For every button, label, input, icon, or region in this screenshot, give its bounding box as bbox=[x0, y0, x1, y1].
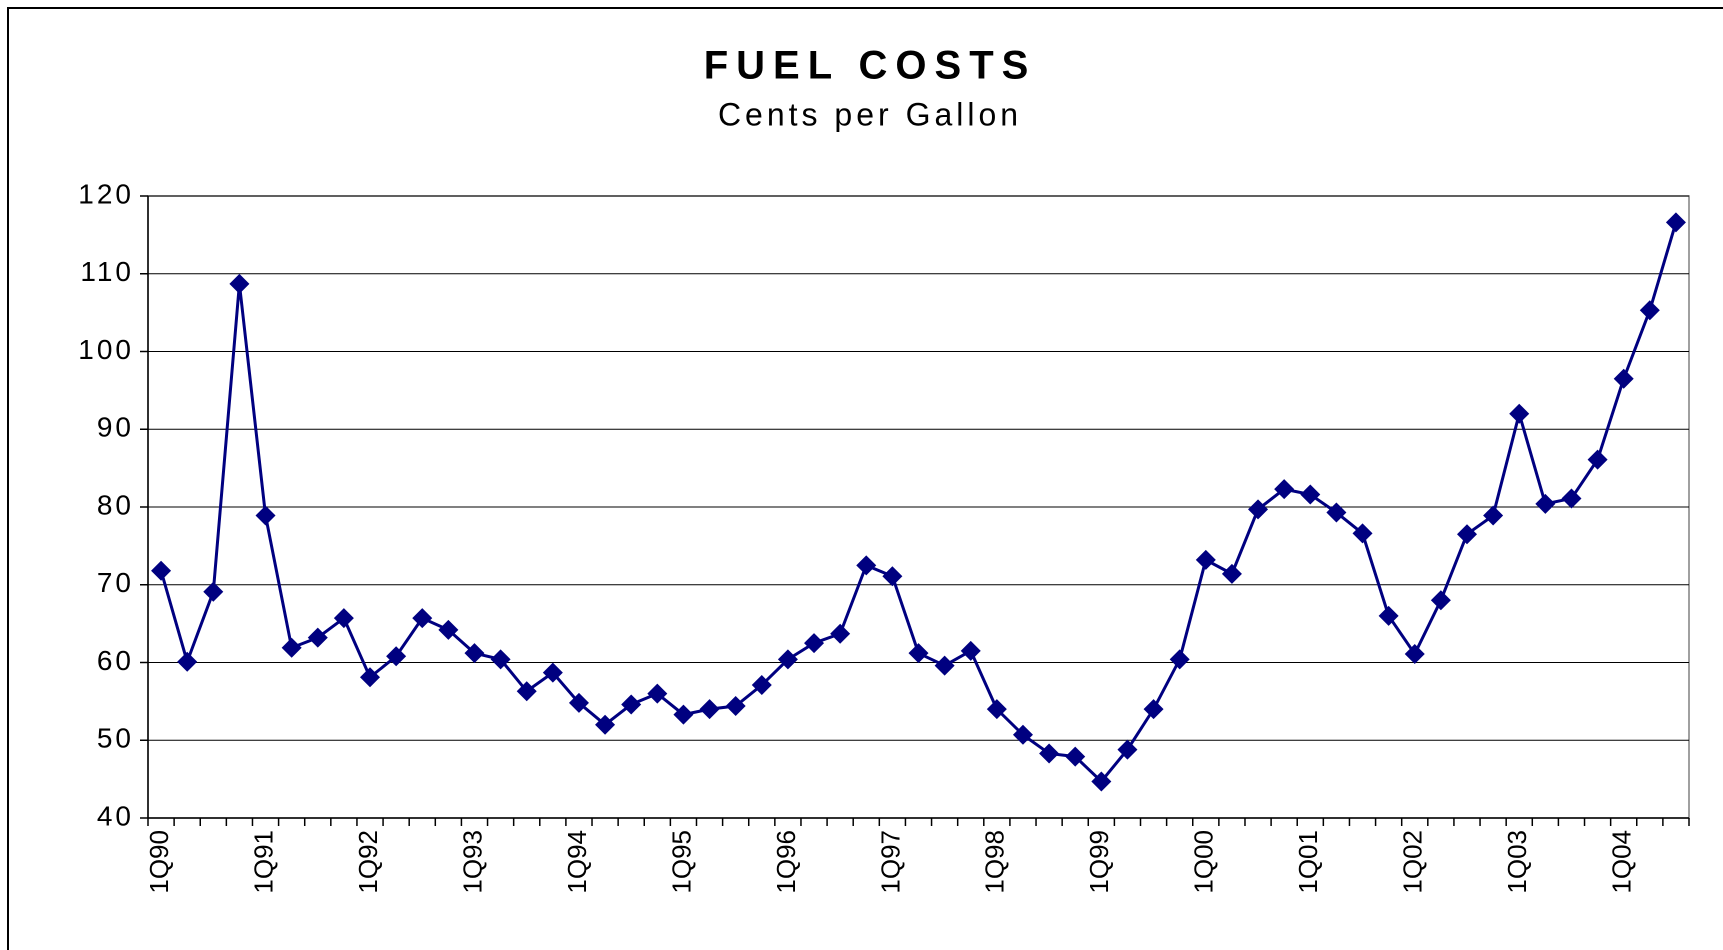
y-tick-label: 60 bbox=[97, 645, 134, 676]
data-point bbox=[1509, 403, 1530, 424]
data-point bbox=[1430, 590, 1451, 611]
data-point bbox=[1535, 493, 1556, 514]
y-tick-label: 70 bbox=[97, 567, 134, 598]
data-point bbox=[1483, 505, 1504, 526]
data-point bbox=[1665, 212, 1686, 233]
x-tick-label: 1Q92 bbox=[353, 830, 383, 894]
data-point bbox=[255, 505, 276, 526]
data-point bbox=[151, 560, 172, 581]
data-point bbox=[516, 681, 537, 702]
x-tick-label: 1Q94 bbox=[562, 830, 592, 894]
data-point bbox=[542, 662, 563, 683]
data-point bbox=[1639, 300, 1660, 321]
data-point bbox=[1248, 499, 1269, 520]
x-tick-label: 1Q95 bbox=[666, 830, 696, 894]
data-point bbox=[1039, 743, 1060, 764]
data-point bbox=[830, 623, 851, 644]
x-tick-label: 1Q01 bbox=[1293, 830, 1323, 894]
x-tick-label: 1Q03 bbox=[1502, 830, 1532, 894]
data-point bbox=[1352, 523, 1373, 544]
data-point bbox=[804, 633, 825, 654]
x-tick-label: 1Q91 bbox=[248, 830, 278, 894]
y-tick-label: 40 bbox=[97, 800, 134, 831]
data-point bbox=[777, 649, 798, 670]
data-point bbox=[1195, 549, 1216, 570]
data-point bbox=[621, 694, 642, 715]
data-point bbox=[1326, 502, 1347, 523]
x-tick-label: 1Q04 bbox=[1607, 830, 1637, 894]
data-point bbox=[1274, 479, 1295, 500]
data-point bbox=[307, 627, 328, 648]
data-point bbox=[360, 667, 381, 688]
data-point bbox=[751, 675, 772, 696]
data-point bbox=[1378, 605, 1399, 626]
chart-title: FUEL COSTS bbox=[704, 44, 1037, 88]
data-point bbox=[1143, 699, 1164, 720]
data-point bbox=[856, 555, 877, 576]
data-point bbox=[1613, 368, 1634, 389]
x-tick-label: 1Q90 bbox=[144, 830, 174, 894]
data-point bbox=[673, 704, 694, 725]
x-tick-label: 1Q98 bbox=[980, 830, 1010, 894]
x-tick-label: 1Q02 bbox=[1398, 830, 1428, 894]
y-tick-label: 100 bbox=[78, 334, 134, 365]
data-point bbox=[1404, 643, 1425, 664]
chart-subtitle: Cents per Gallon bbox=[718, 96, 1022, 132]
data-point bbox=[1221, 563, 1242, 584]
chart-border bbox=[7, 7, 1723, 950]
data-point bbox=[203, 581, 224, 602]
data-point bbox=[412, 608, 433, 629]
data-point bbox=[1012, 724, 1033, 745]
data-point bbox=[1117, 739, 1138, 760]
x-tick-label: 1Q97 bbox=[875, 830, 905, 894]
data-point bbox=[882, 566, 903, 587]
data-point bbox=[595, 714, 616, 735]
data-point bbox=[229, 273, 250, 294]
data-point bbox=[647, 683, 668, 704]
data-point bbox=[986, 699, 1007, 720]
data-point bbox=[1065, 746, 1086, 767]
data-point bbox=[1587, 449, 1608, 470]
data-point bbox=[960, 640, 981, 661]
data-point bbox=[386, 646, 407, 667]
data-point bbox=[490, 649, 511, 670]
data-line bbox=[159, 222, 1678, 784]
y-tick-label: 50 bbox=[97, 723, 134, 754]
data-point bbox=[568, 692, 589, 713]
data-point bbox=[699, 699, 720, 720]
x-tick-label: 1Q99 bbox=[1084, 830, 1114, 894]
x-tick-label: 1Q00 bbox=[1189, 830, 1219, 894]
data-point bbox=[1300, 484, 1321, 505]
data-point bbox=[1456, 524, 1477, 545]
x-tick-label: 1Q93 bbox=[457, 830, 487, 894]
data-point bbox=[281, 637, 302, 658]
data-point bbox=[908, 643, 929, 664]
data-point bbox=[1561, 488, 1582, 509]
y-tick-label: 110 bbox=[80, 256, 134, 287]
y-tick-label: 80 bbox=[97, 489, 134, 520]
data-point bbox=[177, 651, 198, 672]
y-tick-label: 90 bbox=[97, 412, 134, 443]
data-point bbox=[934, 655, 955, 676]
data-point bbox=[725, 696, 746, 717]
data-point bbox=[464, 643, 485, 664]
data-point bbox=[438, 619, 459, 640]
data-point bbox=[1091, 771, 1112, 792]
y-tick-label: 120 bbox=[78, 178, 134, 209]
x-tick-label: 1Q96 bbox=[771, 830, 801, 894]
data-point bbox=[333, 608, 354, 629]
data-point bbox=[1169, 649, 1190, 670]
